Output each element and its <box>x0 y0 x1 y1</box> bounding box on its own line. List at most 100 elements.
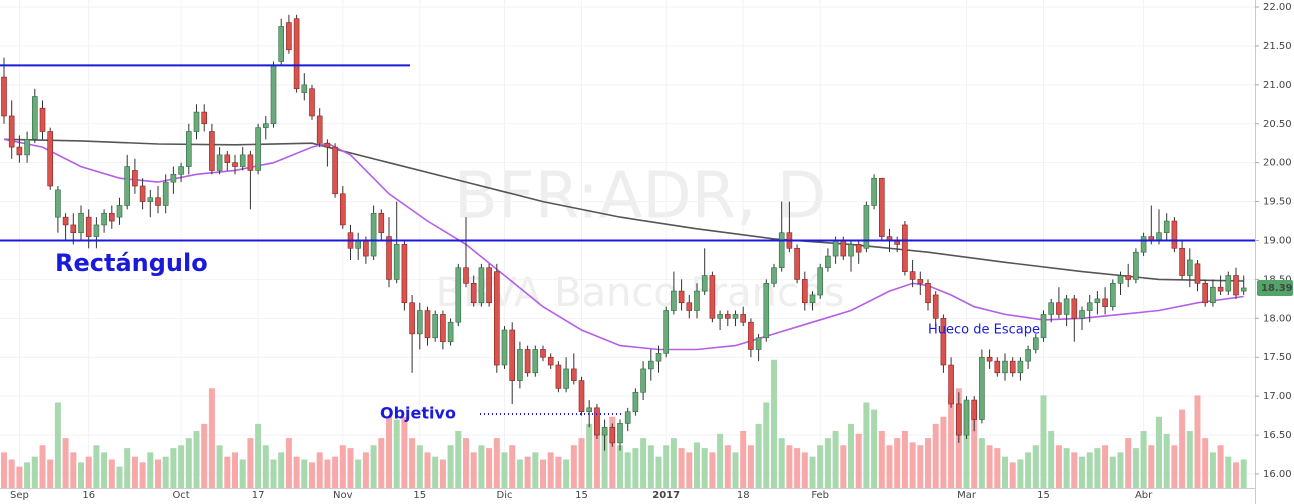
candle-body <box>24 139 30 156</box>
volume-bar <box>316 452 323 488</box>
volume-bar <box>986 445 993 488</box>
candle-body <box>1094 298 1101 304</box>
candle-body <box>39 107 46 132</box>
volume-bar <box>701 448 708 488</box>
y-tick-label: 20.00 <box>1263 158 1292 169</box>
volume-bar <box>1117 452 1124 488</box>
y-tick-label: 16.50 <box>1263 430 1292 441</box>
volume-bar <box>617 445 623 488</box>
candle-body <box>47 131 54 187</box>
volume-bar <box>463 438 469 488</box>
candle-body <box>178 166 184 175</box>
candle-body <box>224 154 231 163</box>
candle-body <box>16 146 23 156</box>
volume-bar <box>1025 452 1032 488</box>
volume-bar <box>432 456 439 488</box>
candle-body <box>324 142 331 148</box>
candle-body <box>509 329 516 381</box>
volume-bar <box>1063 448 1070 488</box>
annotation: Hueco de Escape <box>928 323 1040 338</box>
candle-body <box>1040 314 1047 339</box>
volume-bar <box>193 431 200 488</box>
volume-bar <box>124 448 131 488</box>
volume-bar <box>978 438 985 488</box>
volume-bar <box>1002 456 1008 488</box>
volume-bar <box>24 462 31 488</box>
candle-body <box>655 353 662 362</box>
last-price-label: 18.39 <box>1261 283 1293 294</box>
candle-body <box>1225 275 1232 292</box>
volume-bar <box>139 462 146 488</box>
volume-bar <box>547 452 554 488</box>
volume-bar <box>593 409 600 488</box>
volume-bar <box>47 459 54 488</box>
candle-body <box>216 154 223 171</box>
candle-body <box>1009 360 1016 374</box>
volume-bar <box>378 438 385 488</box>
candle-body <box>717 314 723 319</box>
candle-body <box>31 96 38 140</box>
volume-bar <box>131 456 138 488</box>
candle-body <box>994 360 1001 374</box>
volume-bar <box>678 448 685 488</box>
candle-body <box>378 212 385 234</box>
volume-bar <box>817 445 824 488</box>
volume-bar <box>663 445 670 488</box>
moving-average <box>3 138 1244 351</box>
volume-bar <box>16 466 23 488</box>
candle-body <box>370 212 377 257</box>
volume-bar <box>501 452 508 488</box>
candle-body <box>855 244 862 253</box>
candle-body <box>617 423 623 444</box>
candle-body <box>301 84 308 93</box>
candle-body <box>1163 220 1170 234</box>
volume-bar <box>786 445 793 488</box>
candle-body <box>478 267 485 304</box>
candle-body <box>632 391 639 413</box>
volume-bar <box>832 431 839 488</box>
candle-body <box>524 349 531 374</box>
volume-bar <box>393 419 400 488</box>
volume-bar <box>801 452 808 488</box>
volume-bar <box>1171 445 1178 488</box>
candle-body <box>386 236 392 280</box>
volume-bar <box>655 456 662 488</box>
y-tick-label: 19.00 <box>1263 235 1292 246</box>
y-tick-label: 17.00 <box>1263 391 1292 402</box>
volume-bar <box>478 445 485 488</box>
volume-bar <box>1225 456 1232 488</box>
volume-bar <box>778 438 785 488</box>
candle-body <box>1140 236 1147 253</box>
candle-body <box>809 294 816 304</box>
volume-bar <box>1094 448 1101 488</box>
x-tick-label: 18 <box>737 490 750 501</box>
candle-body <box>540 349 546 358</box>
candle-body <box>139 185 146 202</box>
y-tick-label: 21.00 <box>1263 80 1292 91</box>
candle-body <box>232 162 238 167</box>
candles <box>1 14 1247 451</box>
volume-bar <box>1048 431 1055 488</box>
candle-body <box>955 403 962 436</box>
candle-body <box>1033 337 1039 350</box>
candle-body <box>601 426 608 436</box>
candle-body <box>948 364 954 405</box>
volume-bar <box>247 438 254 488</box>
volume-bar <box>355 459 362 488</box>
candle-body <box>1187 259 1193 276</box>
candle-body <box>1194 263 1201 284</box>
candle-body <box>278 26 285 62</box>
x-tick-label: Abr <box>1135 490 1153 501</box>
volume-bar <box>763 402 770 488</box>
x-tick-label: Feb <box>811 490 829 501</box>
volume-bar <box>170 448 177 488</box>
levels <box>0 64 1255 416</box>
volume-bar <box>724 445 731 488</box>
volume-bar <box>824 438 831 488</box>
x-tick-label: Oct <box>172 490 189 501</box>
candle-body <box>917 279 924 284</box>
volume-bar <box>1163 433 1170 488</box>
candle-body <box>209 131 215 171</box>
volume-bar <box>647 445 654 488</box>
candle-body <box>286 22 292 51</box>
